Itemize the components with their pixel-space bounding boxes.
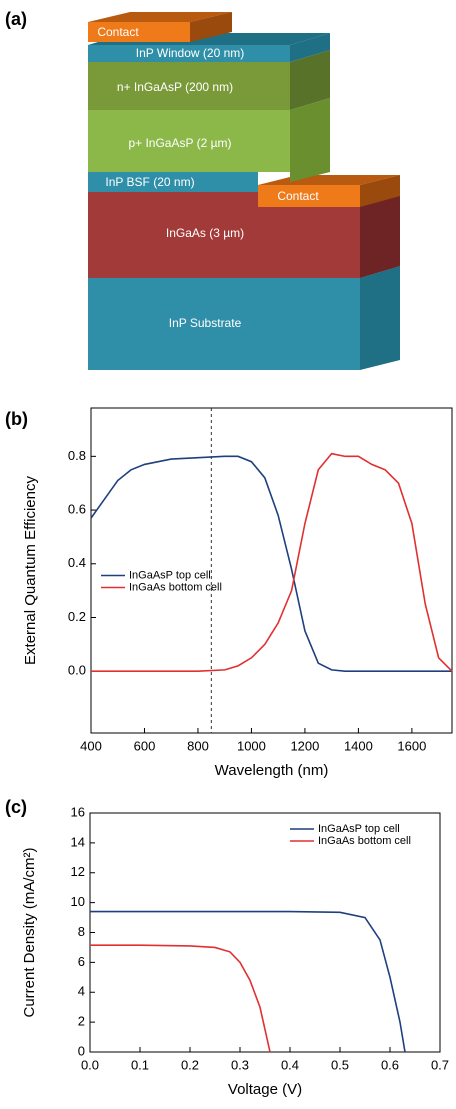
x-tick-label: 1000 <box>237 738 266 753</box>
layer-label: InGaAs (3 µm) <box>166 226 244 240</box>
x-tick-label: 1200 <box>290 738 319 753</box>
y-axis-label: External Quantum Efficiency <box>22 476 39 665</box>
y-tick-label: 0.2 <box>68 609 86 624</box>
y-tick-label: 4 <box>78 984 85 999</box>
y-tick-label: 8 <box>78 924 85 939</box>
y-tick-label: 0.8 <box>68 448 86 463</box>
data-line <box>91 452 453 673</box>
panel-label: (a) <box>5 9 27 29</box>
x-tick-label: 0.3 <box>231 1057 249 1072</box>
data-line <box>90 944 271 1053</box>
y-tick-label: 10 <box>71 894 85 909</box>
y-axis-label: Current Density (mA/cm²) <box>21 847 38 1017</box>
y-tick-label: 0.4 <box>68 555 86 570</box>
x-tick-label: 0.4 <box>281 1057 299 1072</box>
layer-label: p+ InGaAsP (2 µm) <box>128 136 231 150</box>
data-line <box>90 910 406 1053</box>
x-tick-label: 0.7 <box>431 1057 449 1072</box>
y-tick-label: 14 <box>71 834 85 849</box>
x-tick-label: 0.0 <box>81 1057 99 1072</box>
y-tick-label: 0.6 <box>68 502 86 517</box>
layer-label: InP Window (20 nm) <box>136 46 245 60</box>
plot-frame <box>90 407 453 734</box>
x-tick-label: 400 <box>80 738 102 753</box>
legend-label: InGaAs bottom cell <box>129 581 222 593</box>
layer-label: Contact <box>97 25 139 39</box>
panel-label: (c) <box>5 797 27 817</box>
x-axis-label: Voltage (V) <box>228 1081 302 1098</box>
y-tick-label: 2 <box>78 1014 85 1029</box>
x-tick-label: 800 <box>187 738 209 753</box>
legend-label: InGaAsP top cell <box>318 823 400 835</box>
x-tick-label: 1600 <box>397 738 426 753</box>
x-tick-label: 1400 <box>344 738 373 753</box>
layer-diagram: (a) Contact InP Window (20 nm) n+ InGaAs… <box>5 9 400 370</box>
x-axis-label: Wavelength (nm) <box>215 762 329 779</box>
y-tick-label: 0.0 <box>68 663 86 678</box>
layer-label: n+ InGaAsP (200 nm) <box>117 80 233 94</box>
layer-label: Contact <box>277 189 319 203</box>
x-tick-label: 600 <box>134 738 156 753</box>
y-tick-label: 6 <box>78 954 85 969</box>
legend-label: InGaAsP top cell <box>129 569 211 581</box>
x-tick-label: 0.5 <box>331 1057 349 1072</box>
x-tick-label: 0.2 <box>181 1057 199 1072</box>
panel-label: (b) <box>5 409 28 429</box>
layer-label: InP Substrate <box>169 316 242 330</box>
x-tick-label: 0.1 <box>131 1057 149 1072</box>
y-tick-label: 12 <box>71 864 85 879</box>
y-tick-label: 0 <box>78 1043 85 1058</box>
plot-frame <box>89 812 441 1053</box>
legend-label: InGaAs bottom cell <box>318 835 411 847</box>
x-tick-label: 0.6 <box>381 1057 399 1072</box>
data-line <box>90 455 452 673</box>
layer-label: InP BSF (20 nm) <box>105 175 194 189</box>
y-tick-label: 16 <box>71 804 85 819</box>
